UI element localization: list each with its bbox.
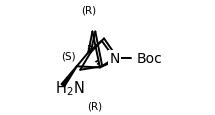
Polygon shape xyxy=(61,66,77,87)
Text: (R): (R) xyxy=(81,5,96,15)
Text: Boc: Boc xyxy=(137,52,162,66)
Text: N: N xyxy=(109,52,120,66)
Text: H$_2$N: H$_2$N xyxy=(55,79,84,97)
Text: (S): (S) xyxy=(61,51,76,61)
Text: (R): (R) xyxy=(87,100,102,110)
